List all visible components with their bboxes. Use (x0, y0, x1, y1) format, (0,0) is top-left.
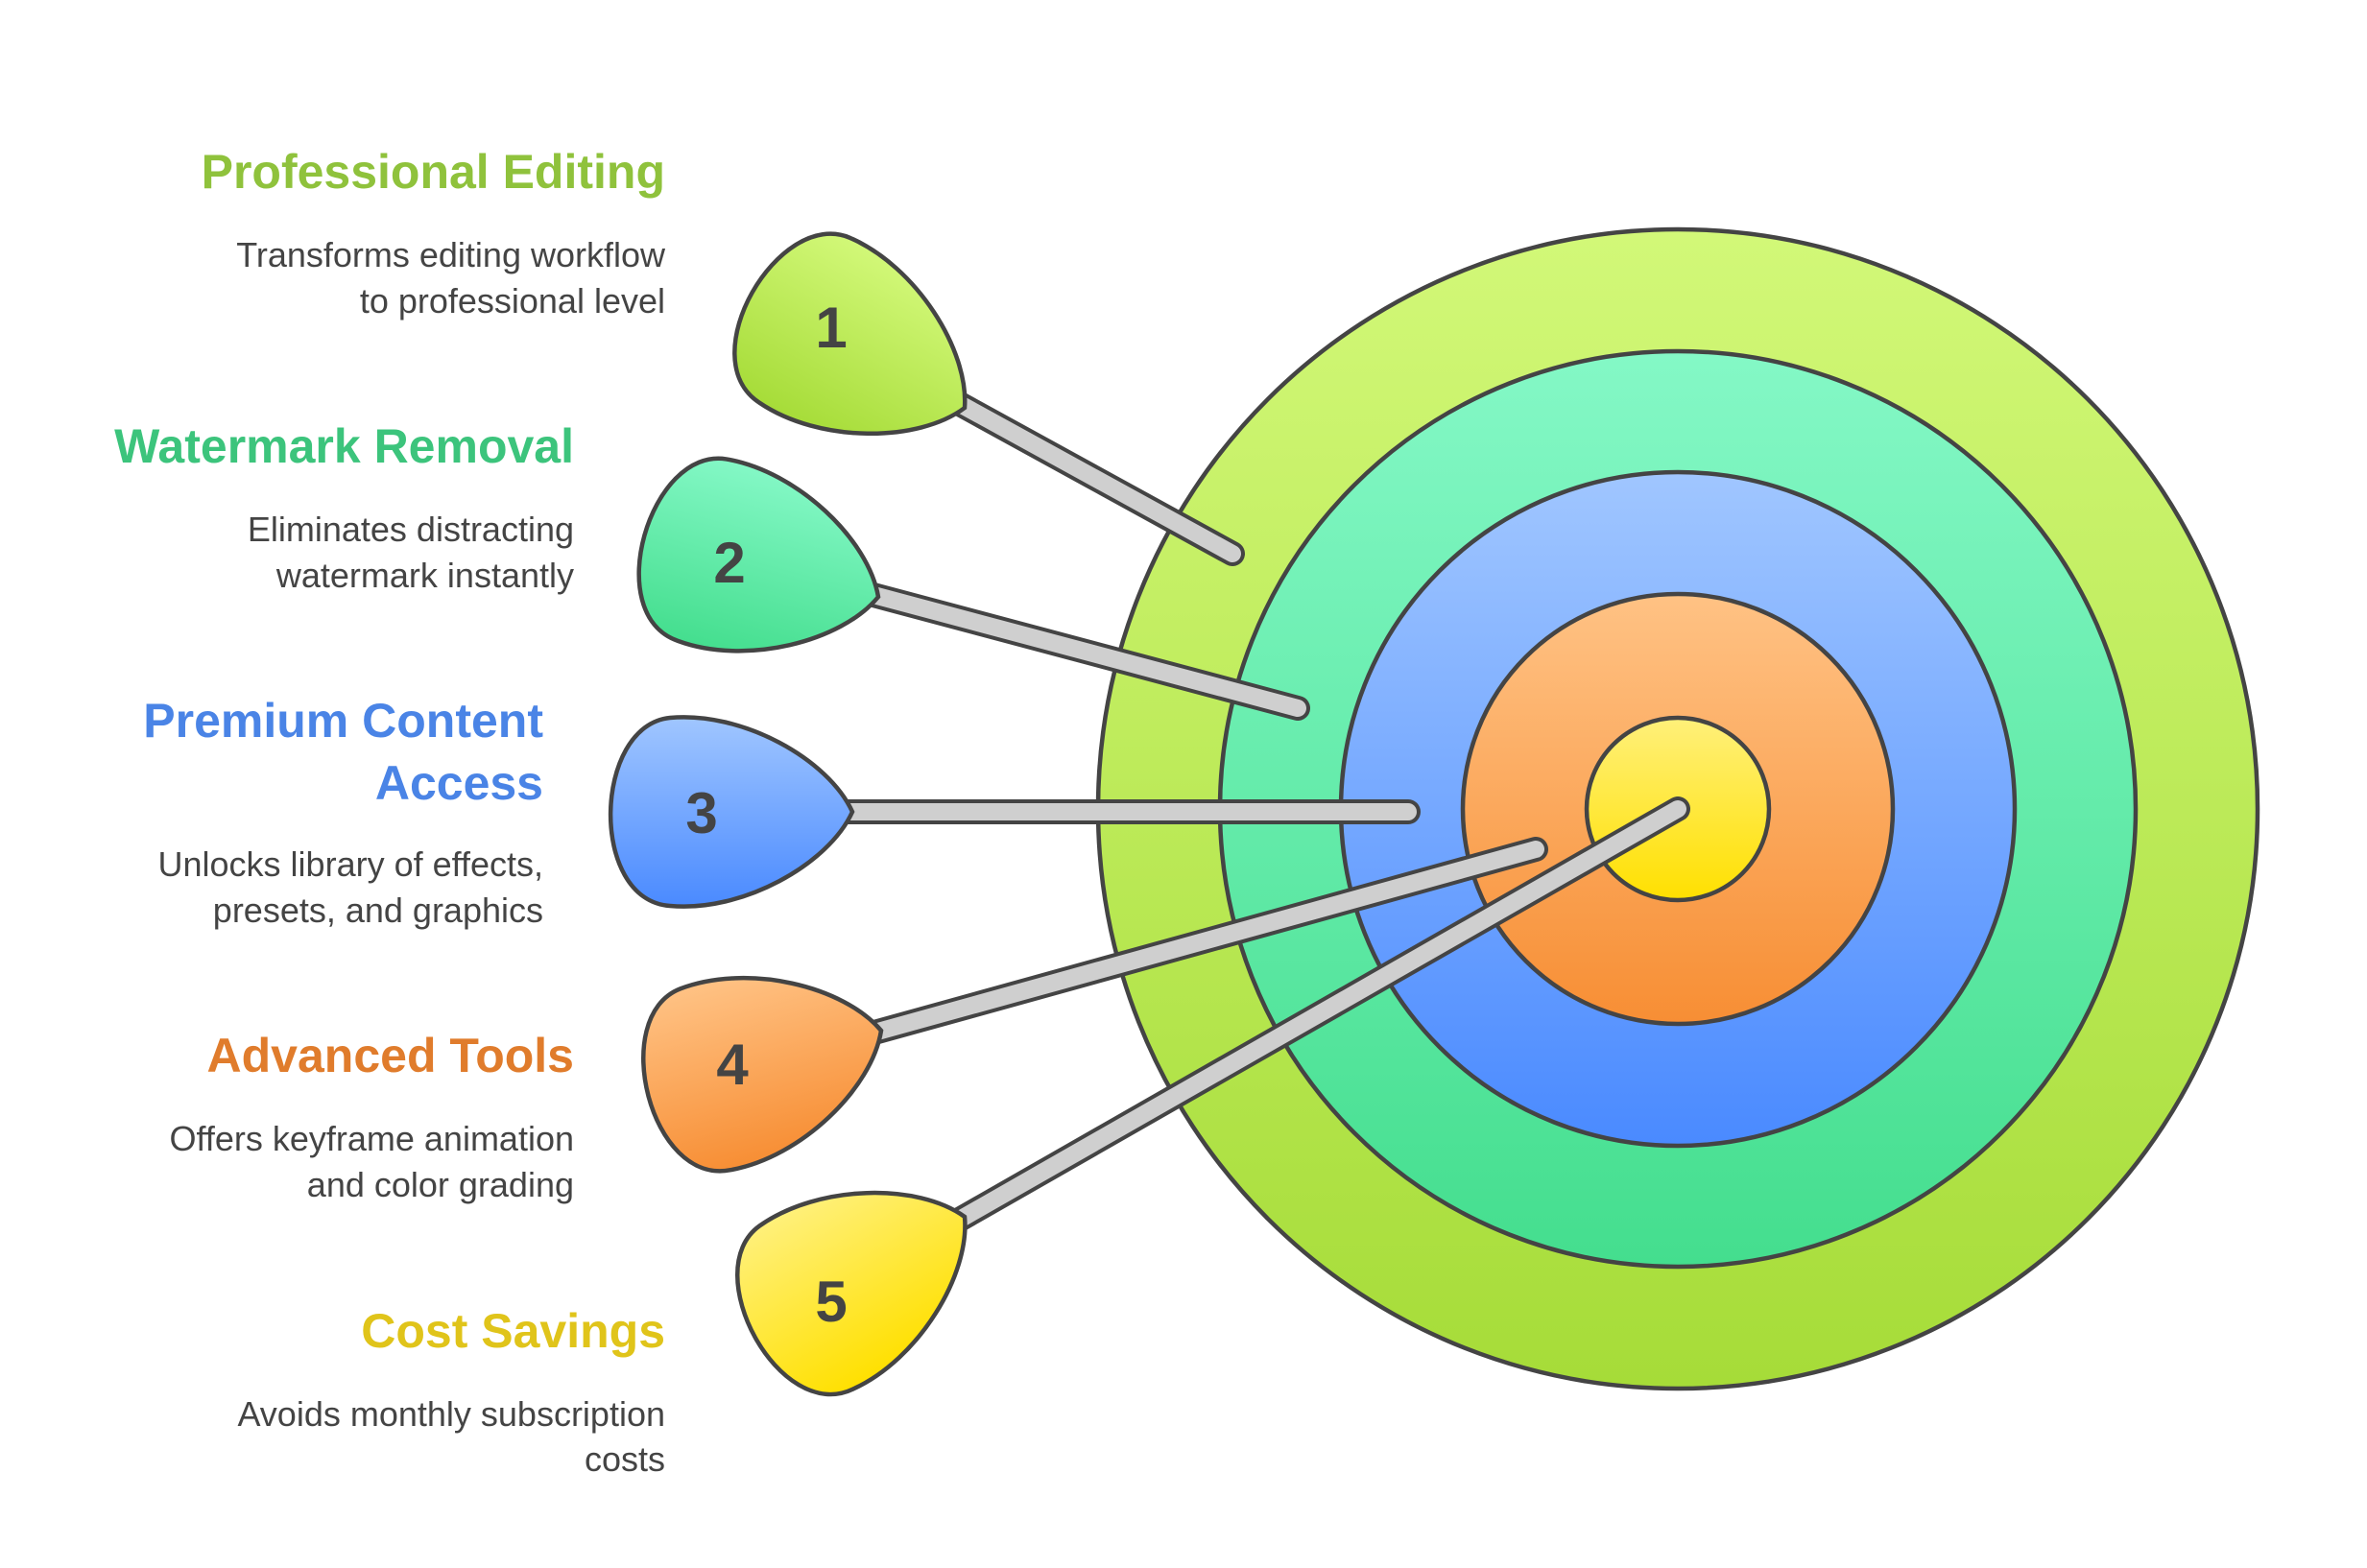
item-title: Cost Savings (361, 1304, 665, 1358)
item-title: Premium Content (143, 694, 543, 748)
dart-stick-5 (930, 796, 1690, 1242)
dart-number: 1 (815, 296, 847, 360)
item-title: Professional Editing (202, 145, 665, 199)
item-desc-line: presets, and graphics (213, 891, 543, 930)
dart-4: 4 (623, 939, 906, 1186)
item-desc-line: and color grading (307, 1165, 574, 1204)
dart-number: 3 (685, 781, 717, 845)
item-title: Access (375, 756, 543, 810)
item-desc-line: costs (585, 1439, 665, 1479)
dart-number: 4 (716, 1033, 749, 1097)
item-desc-line: to professional level (360, 281, 665, 321)
dart-1: 1 (707, 209, 1011, 491)
item-title: Watermark Removal (114, 419, 574, 473)
item-desc-line: Unlocks library of effects, (158, 844, 543, 884)
dart-sticks (823, 381, 1690, 1242)
item-3-label: Premium Content Access Unlocks library o… (143, 694, 543, 930)
item-desc-line: watermark instantly (275, 556, 574, 595)
item-desc-line: Avoids monthly subscription (237, 1394, 665, 1434)
dart-stick-4 (851, 837, 1548, 1048)
item-4-label: Advanced Tools Offers keyframe animation… (169, 1029, 574, 1204)
item-5-label: Cost Savings Avoids monthly subscription… (237, 1304, 665, 1479)
item-1-label: Professional Editing Transforms editing … (202, 145, 666, 321)
dart-number: 2 (713, 531, 745, 595)
item-desc-line: Eliminates distracting (248, 510, 574, 549)
dart-2: 2 (620, 443, 902, 688)
dart-5: 5 (707, 1134, 1012, 1418)
item-desc-line: Transforms editing workflow (236, 235, 666, 274)
dart-3: 3 (610, 717, 852, 906)
item-title: Advanced Tools (207, 1029, 574, 1082)
dart-stick-2 (847, 579, 1310, 721)
dart-number: 5 (815, 1270, 847, 1334)
dart-stick-1 (928, 381, 1245, 566)
item-desc-line: Offers keyframe animation (169, 1119, 574, 1158)
item-2-label: Watermark Removal Eliminates distracting… (114, 419, 574, 595)
